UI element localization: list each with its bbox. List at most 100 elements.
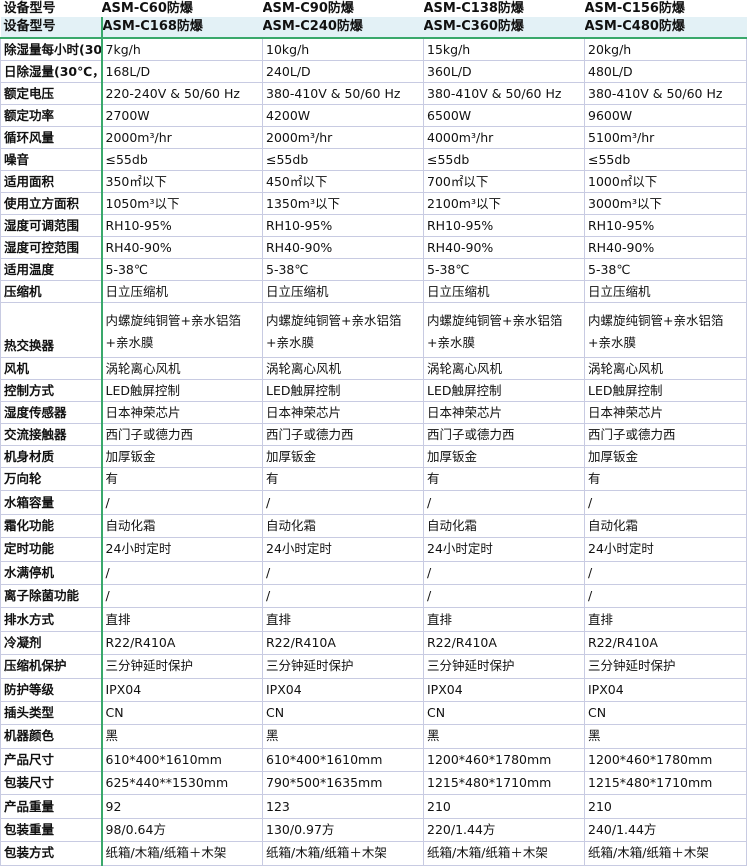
row-label[interactable]: 湿度可控范围 [0, 236, 103, 259]
table-cell[interactable]: 5-38℃ [584, 258, 747, 281]
table-cell[interactable]: 三分钟延时保护 [423, 654, 585, 679]
table-cell[interactable]: 1215*480*1710mm [423, 771, 585, 796]
table-cell[interactable]: 涡轮离心风机 [262, 357, 424, 380]
table-cell[interactable]: IPX04 [423, 677, 585, 702]
row-label[interactable]: 包装方式 [0, 841, 103, 866]
table-cell[interactable]: ≤55db [423, 148, 585, 171]
table-cell[interactable]: LED触屏控制 [423, 379, 585, 402]
table-cell[interactable]: 380-410V & 50/60 Hz [262, 82, 424, 105]
table-cell[interactable]: 西门子或德力西 [262, 423, 424, 446]
table-cell[interactable]: RH10-95% [262, 214, 424, 237]
row-label[interactable]: 湿度可调范围 [0, 214, 103, 237]
table-cell[interactable]: IPX04 [584, 677, 747, 702]
row-label[interactable]: 噪音 [0, 148, 103, 171]
row-label[interactable]: 热交换器 [0, 302, 103, 358]
table-cell[interactable]: 450㎡以下 [262, 170, 424, 193]
model-header[interactable]: ASM-C240防爆 [262, 17, 424, 39]
table-cell[interactable]: 610*400*1610mm [101, 747, 263, 773]
table-cell[interactable]: 内螺旋纯铜管+亲水铝箔+亲水膜 [101, 302, 263, 358]
table-cell[interactable]: / [584, 490, 747, 515]
row-label[interactable]: 包装重量 [0, 817, 103, 843]
table-cell[interactable]: 24小时定时 [262, 537, 424, 562]
table-cell[interactable]: 210 [584, 794, 747, 819]
table-cell[interactable]: 1350m³以下 [262, 192, 424, 215]
table-cell[interactable]: 168L/D [101, 60, 263, 83]
table-cell[interactable]: 123 [262, 794, 424, 819]
table-cell[interactable]: / [584, 560, 747, 585]
table-cell[interactable]: 纸箱/木箱/纸箱＋木架 [423, 841, 585, 866]
table-cell[interactable]: / [423, 583, 585, 609]
table-cell[interactable]: 480L/D [584, 60, 747, 83]
model-header[interactable]: ASM-C360防爆 [423, 17, 585, 39]
table-cell[interactable]: 4200W [262, 104, 424, 127]
table-cell[interactable]: 6500W [423, 104, 585, 127]
table-cell[interactable]: RH40-90% [423, 236, 585, 259]
table-cell[interactable]: 内螺旋纯铜管+亲水铝箔+亲水膜 [584, 302, 747, 358]
table-cell[interactable]: 日本神荣芯片 [262, 401, 424, 424]
table-cell[interactable]: 加厚钣金 [423, 445, 585, 468]
table-cell[interactable]: 5-38℃ [262, 258, 424, 281]
table-cell[interactable]: ≤55db [101, 148, 263, 171]
table-cell[interactable]: 直排 [101, 607, 263, 632]
table-cell[interactable]: 日本神荣芯片 [423, 401, 585, 424]
row-label[interactable]: 霜化功能 [0, 513, 103, 539]
row-label[interactable]: 插头类型 [0, 700, 103, 726]
table-cell[interactable]: 2000m³/hr [101, 126, 263, 149]
table-cell[interactable]: R22/R410A [584, 630, 747, 656]
model-header[interactable]: ASM-C90防爆 [262, 1, 354, 16]
table-cell[interactable]: 日立压缩机 [101, 280, 263, 303]
model-header[interactable]: ASM-C480防爆 [584, 17, 747, 39]
table-cell[interactable]: 790*500*1635mm [262, 771, 424, 796]
table-cell[interactable]: 1000㎡以下 [584, 170, 747, 193]
table-cell[interactable]: / [101, 583, 263, 609]
header-label[interactable]: 设备型号 [0, 17, 103, 39]
table-cell[interactable]: / [584, 583, 747, 609]
row-label[interactable]: 水满停机 [0, 560, 103, 585]
model-header[interactable]: ASM-C60防爆 [101, 1, 193, 16]
table-cell[interactable]: 直排 [262, 607, 424, 632]
table-cell[interactable]: 625*440**1530mm [101, 771, 263, 796]
table-cell[interactable]: 日本神荣芯片 [101, 401, 263, 424]
table-cell[interactable]: R22/R410A [101, 630, 263, 656]
table-cell[interactable]: IPX04 [101, 677, 263, 702]
table-cell[interactable]: / [262, 490, 424, 515]
row-label[interactable]: 湿度传感器 [0, 401, 103, 424]
table-cell[interactable]: 5100m³/hr [584, 126, 747, 149]
table-cell[interactable]: CN [423, 700, 585, 726]
table-cell[interactable]: / [423, 490, 585, 515]
table-cell[interactable]: 240/1.44方 [584, 817, 747, 843]
row-label[interactable]: 循环风量 [0, 126, 103, 149]
table-cell[interactable]: 涡轮离心风机 [101, 357, 263, 380]
table-cell[interactable]: / [262, 583, 424, 609]
table-cell[interactable]: 1200*460*1780mm [584, 747, 747, 773]
table-cell[interactable]: CN [262, 700, 424, 726]
table-cell[interactable]: 220/1.44方 [423, 817, 585, 843]
table-cell[interactable]: 210 [423, 794, 585, 819]
table-cell[interactable]: LED触屏控制 [262, 379, 424, 402]
row-label[interactable]: 包装尺寸 [0, 771, 103, 796]
table-cell[interactable]: 220-240V & 50/60 Hz [101, 82, 263, 105]
table-cell[interactable]: 西门子或德力西 [584, 423, 747, 446]
row-label[interactable]: 适用温度 [0, 258, 103, 281]
table-cell[interactable]: 日立压缩机 [262, 280, 424, 303]
table-cell[interactable]: 直排 [584, 607, 747, 632]
table-cell[interactable]: 黑 [101, 724, 263, 749]
table-cell[interactable]: RH10-95% [423, 214, 585, 237]
row-label[interactable]: 压缩机 [0, 280, 103, 303]
table-cell[interactable]: IPX04 [262, 677, 424, 702]
row-label[interactable]: 适用面积 [0, 170, 103, 193]
table-cell[interactable]: 700㎡以下 [423, 170, 585, 193]
table-cell[interactable]: LED触屏控制 [101, 379, 263, 402]
table-cell[interactable]: 350㎡以下 [101, 170, 263, 193]
row-label[interactable]: 使用立方面积 [0, 192, 103, 215]
table-cell[interactable]: R22/R410A [423, 630, 585, 656]
table-cell[interactable]: 10kg/h [262, 37, 424, 61]
table-cell[interactable]: 240L/D [262, 60, 424, 83]
table-cell[interactable]: 涡轮离心风机 [584, 357, 747, 380]
table-cell[interactable]: 610*400*1610mm [262, 747, 424, 773]
table-cell[interactable]: 纸箱/木箱/纸箱＋木架 [262, 841, 424, 866]
row-label[interactable]: 产品重量 [0, 794, 103, 819]
table-cell[interactable]: 三分钟延时保护 [262, 654, 424, 679]
table-cell[interactable]: RH40-90% [101, 236, 263, 259]
row-label[interactable]: 额定功率 [0, 104, 103, 127]
